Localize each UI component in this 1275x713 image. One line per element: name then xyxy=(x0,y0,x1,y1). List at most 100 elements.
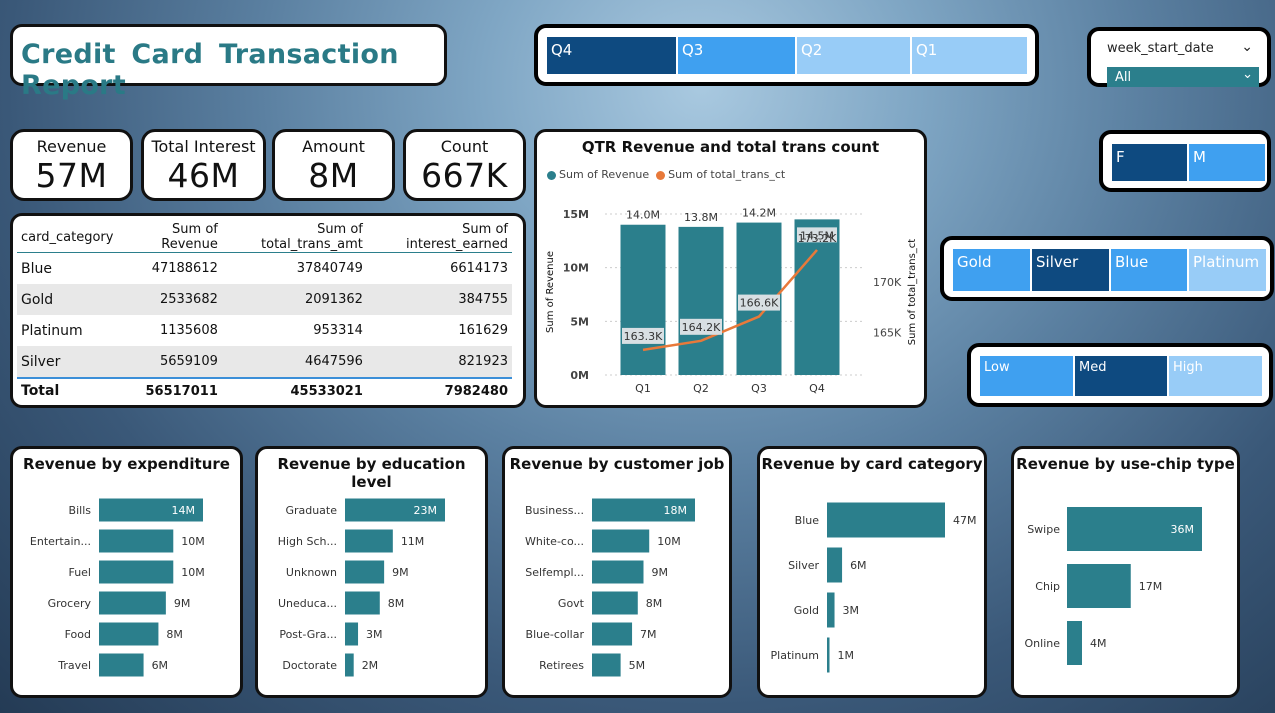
data-label: 5M xyxy=(629,659,646,672)
slicer-gender-f[interactable]: F xyxy=(1112,144,1187,181)
y2-tick-label: 165K xyxy=(873,327,902,340)
bar xyxy=(827,502,945,538)
kpi-value: 667K xyxy=(421,156,508,195)
y2-tick-label: 170K xyxy=(873,276,902,289)
slicer-quarter-q2[interactable]: Q2 xyxy=(797,37,910,74)
trans-count-line xyxy=(642,249,818,352)
bar xyxy=(592,591,638,615)
kpi-amount: Amount 8M xyxy=(272,129,395,201)
legend-item[interactable]: Sum of Revenue xyxy=(559,168,650,181)
category-label: Entertain... xyxy=(30,535,91,548)
slicer-income-high[interactable]: High xyxy=(1169,356,1262,396)
slicer-quarter-q4[interactable]: Q4 xyxy=(547,37,676,74)
week-slicer-dropdown[interactable]: All ⌄ xyxy=(1107,67,1259,87)
chevron-down-icon[interactable]: ⌄ xyxy=(1241,39,1253,55)
table-cell: 7982480 xyxy=(366,377,512,403)
summary-table: card_category Sum of Revenue Sum of tota… xyxy=(17,222,512,403)
table-cell: Blue xyxy=(21,260,52,277)
category-label: Food xyxy=(65,628,91,641)
expenditure-bar-chart: Bills 14M Entertain... 10M Fuel 10M Grocery 9M F… xyxy=(30,498,205,677)
column-header[interactable]: Sum of total_trans_amt xyxy=(221,222,367,253)
table-row: Blue 47188612 37840749 6614173 xyxy=(17,253,512,285)
bar xyxy=(345,653,354,677)
slicer-income-med[interactable]: Med xyxy=(1075,356,1167,396)
category-label: Blue-collar xyxy=(526,628,585,641)
slicer-card-blue[interactable]: Blue xyxy=(1111,249,1187,291)
legend-item[interactable]: Sum of total_trans_ct xyxy=(668,168,786,181)
bar xyxy=(592,498,695,522)
revenue-bar xyxy=(678,226,724,375)
bar xyxy=(99,560,174,584)
bar xyxy=(1067,507,1202,551)
slicer-quarter-q3[interactable]: Q3 xyxy=(678,37,795,74)
kpi-value: 46M xyxy=(167,156,240,195)
slicer-card-silver[interactable]: Silver xyxy=(1032,249,1109,291)
kpi-value: 8M xyxy=(308,156,359,195)
table-cell: Silver xyxy=(17,346,118,378)
revenue-data-label: 14.2M xyxy=(742,207,776,220)
category-label: Graduate xyxy=(285,504,337,517)
table-cell: 821923 xyxy=(366,346,512,378)
column-header[interactable]: card_category xyxy=(17,222,118,253)
data-label: 8M xyxy=(646,597,663,610)
table-row: Silver 5659109 4647596 821923 xyxy=(17,346,512,378)
category-label: High Sch... xyxy=(278,535,337,548)
table-cell: 37840749 xyxy=(296,261,363,276)
bar xyxy=(345,529,393,553)
data-label: 47M xyxy=(953,514,977,527)
kpi-label: Amount xyxy=(302,137,365,156)
bar xyxy=(1067,621,1082,665)
bar xyxy=(827,592,835,628)
chart-title: Revenue by expenditure xyxy=(23,455,230,473)
table-header-row: card_category Sum of Revenue Sum of tota… xyxy=(17,222,512,253)
revenue-data-label: 14.0M xyxy=(626,209,660,222)
data-label: 11M xyxy=(401,535,425,548)
column-header[interactable]: Sum of interest_earned xyxy=(366,222,512,253)
data-label: 6M xyxy=(152,659,169,672)
data-label: 8M xyxy=(388,597,405,610)
slicer-income-low[interactable]: Low xyxy=(980,356,1073,396)
revenue-by-expenditure-card: Revenue by expenditure Bills 14M Entertain… xyxy=(10,446,243,698)
chart-title: QTR Revenue and total trans count xyxy=(581,138,880,156)
revenue-bar xyxy=(794,219,840,375)
y-axis-label: Sum of Revenue xyxy=(545,251,556,333)
chart-title: Revenue by education level xyxy=(277,455,466,491)
data-label: 10M xyxy=(181,535,205,548)
page-title: Credit Card Transaction Report xyxy=(21,39,399,101)
slicer-quarter-q1[interactable]: Q1 xyxy=(912,37,1027,74)
count-data-label: 163.3K xyxy=(624,330,663,343)
slicer-card-platinum[interactable]: Platinum xyxy=(1189,249,1266,291)
data-label: 4M xyxy=(1090,637,1107,650)
y-tick-label: 0M xyxy=(570,369,589,382)
data-label-bg xyxy=(797,227,837,243)
bar xyxy=(99,622,159,646)
data-label: 17M xyxy=(1139,580,1163,593)
week-slicer-value: All xyxy=(1115,70,1132,85)
data-label-bg xyxy=(680,318,722,335)
bar xyxy=(345,560,385,584)
legend-dot-icon xyxy=(547,170,556,180)
category-label: Retirees xyxy=(539,659,584,672)
data-label: 14M xyxy=(172,504,196,517)
chart-title: Revenue by use-chip type xyxy=(1016,455,1235,473)
card-category-slicer: Gold Silver Blue Platinum xyxy=(940,236,1274,301)
category-label: Platinum xyxy=(771,649,819,662)
y-tick-label: 15M xyxy=(563,208,589,221)
legend-dot-icon xyxy=(656,170,666,180)
x-tick-label: Q4 xyxy=(809,382,825,395)
revenue-by-card-category-card: Revenue by card category Blue 47M Silver 6M… xyxy=(757,446,987,698)
revenue-data-label: 13.8M xyxy=(684,211,718,224)
category-label: Bills xyxy=(69,504,92,517)
table-cell: 2533682 xyxy=(117,284,222,315)
data-label: 3M xyxy=(843,604,860,617)
data-label: 9M xyxy=(392,566,409,579)
category-label: Gold xyxy=(794,604,819,617)
slicer-card-gold[interactable]: Gold xyxy=(953,249,1030,291)
category-label: Post-Gra... xyxy=(279,628,337,641)
data-label: 6M xyxy=(850,559,867,572)
revenue-by-customer-job-card: Revenue by customer job Business... 18M Wh… xyxy=(502,446,732,698)
category-label: Grocery xyxy=(48,597,92,610)
column-header[interactable]: Sum of Revenue xyxy=(117,222,222,253)
slicer-gender-m[interactable]: M xyxy=(1189,144,1265,181)
week-slicer-label: week_start_date xyxy=(1107,41,1214,56)
